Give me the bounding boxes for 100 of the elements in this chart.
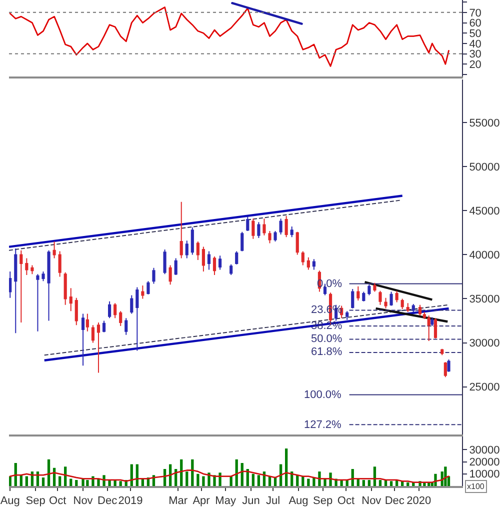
y-tick-label: 40000 [469, 250, 500, 262]
bar [444, 466, 447, 486]
bar [340, 480, 343, 486]
bar [368, 480, 371, 486]
candlestick [395, 290, 398, 303]
candlestick [362, 291, 366, 302]
candlestick [69, 288, 72, 312]
series-label: 127.2% [304, 419, 342, 431]
candlestick [163, 248, 166, 275]
candlestick [412, 304, 415, 312]
line-series [9, 470, 450, 484]
candlestick [146, 280, 150, 295]
x-tick-label: Dec [98, 495, 118, 507]
candlestick [390, 291, 393, 306]
candlestick [58, 250, 62, 278]
candlestick [108, 300, 112, 319]
bar [75, 480, 78, 486]
y-tick-label: 35000 [469, 294, 500, 306]
candlestick [64, 272, 67, 306]
bar [307, 478, 310, 486]
candlestick [235, 250, 238, 265]
bar [9, 476, 12, 486]
y-tick-label: 30000 [469, 444, 500, 457]
bar [119, 481, 122, 486]
candlestick [400, 298, 404, 310]
candlestick [262, 218, 266, 236]
y-tick-label: 70 [469, 7, 482, 20]
candlestick [252, 218, 255, 240]
candlestick [279, 218, 282, 235]
candlestick [42, 270, 45, 282]
series-label: 50.0% [311, 333, 342, 345]
candlestick [290, 226, 294, 238]
bar [257, 475, 260, 486]
candlestick [230, 264, 233, 276]
x-tick-label: Oct [337, 495, 355, 507]
candlestick [168, 264, 172, 286]
candlestick [212, 256, 216, 276]
candlestick [268, 230, 272, 244]
candlestick [202, 246, 205, 272]
y-tick-label: 20000 [469, 456, 500, 469]
bar [58, 476, 62, 486]
candlestick [136, 286, 139, 352]
y-tick-label: 45000 [469, 206, 500, 218]
candlestick [284, 215, 288, 238]
x-tick-label: 2019 [118, 495, 143, 507]
y-tick-label: 30000 [469, 338, 500, 350]
candlestick [74, 297, 78, 326]
bar [202, 476, 205, 486]
bar [406, 482, 410, 486]
bar [378, 480, 382, 486]
candlestick [378, 290, 382, 306]
candlestick [312, 258, 316, 270]
y-tick-label: 60 [469, 18, 482, 30]
bar [42, 478, 45, 486]
y-tick-label: 55000 [469, 118, 500, 130]
y-tick-label: 20 [469, 58, 482, 71]
candlestick [152, 267, 156, 284]
candlestick [14, 248, 18, 334]
y-tick-label: 10000 [469, 468, 500, 481]
candlestick [418, 304, 422, 316]
y-tick-label: 50 [469, 28, 482, 40]
bar [196, 474, 200, 486]
candlestick [114, 302, 117, 319]
candlestick [207, 250, 211, 270]
candlestick [180, 201, 183, 259]
bar [25, 476, 28, 486]
candlestick [427, 314, 430, 342]
x-tick-label: 2020 [406, 495, 432, 507]
candlestick [296, 231, 299, 256]
candlestick [9, 270, 12, 298]
y-tick-label: 40 [469, 38, 482, 50]
candlestick [406, 302, 410, 312]
candlestick [301, 250, 304, 266]
y-tick-label: 30 [469, 48, 482, 61]
candlestick [141, 285, 144, 300]
candlestick [47, 250, 50, 322]
candlestick [434, 318, 438, 339]
candlestick [174, 258, 178, 276]
x-tick-label: Nov [362, 495, 382, 507]
candlestick [96, 322, 100, 374]
candlestick [368, 284, 371, 296]
bar [285, 448, 288, 486]
x-tick-label: Aug [288, 495, 308, 507]
bar [70, 478, 72, 486]
candlestick [91, 324, 95, 344]
candlestick [444, 362, 447, 378]
x-tick-label: Apr [192, 495, 210, 507]
candlestick [185, 240, 188, 259]
candlestick [274, 230, 277, 242]
x-tick-label: Mar [168, 495, 188, 507]
candlestick [130, 294, 134, 314]
candlestick [218, 255, 222, 270]
series-label: 61.8% [311, 346, 342, 358]
x-tick-label: Jun [242, 495, 260, 507]
x-tick-label: May [215, 495, 236, 507]
bar [108, 480, 111, 486]
candlestick [422, 311, 426, 320]
candlestick [20, 250, 23, 324]
candlestick [86, 313, 89, 332]
candlestick [306, 256, 310, 270]
